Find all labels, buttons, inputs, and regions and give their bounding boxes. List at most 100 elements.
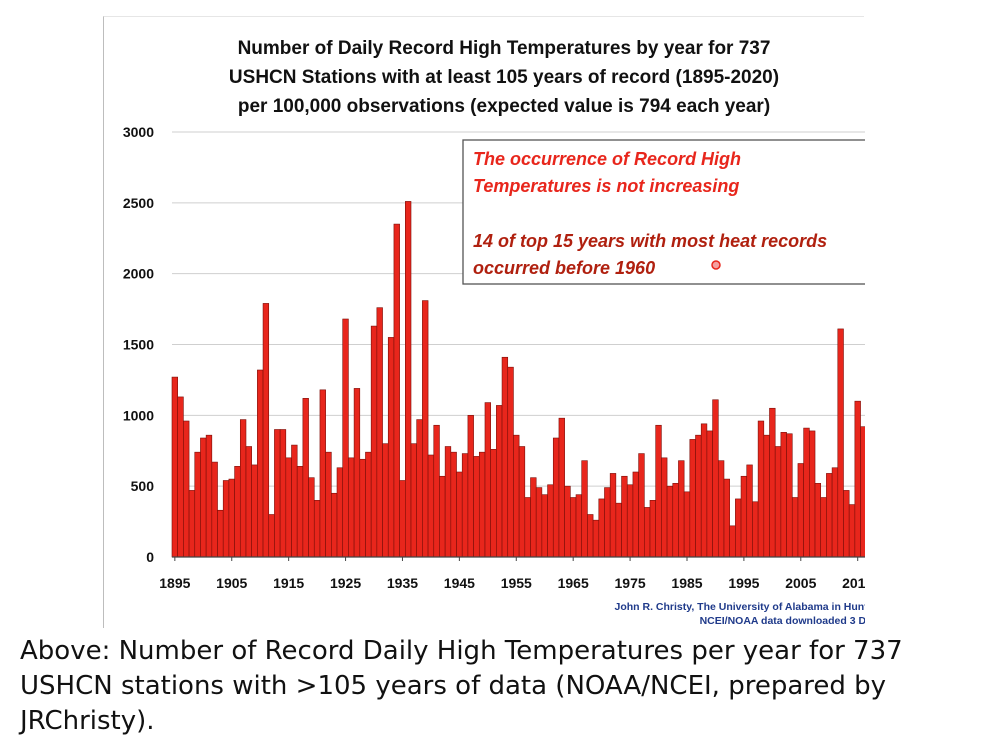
- bar: [723, 478, 730, 558]
- bar: [547, 484, 554, 558]
- bar: [740, 475, 748, 558]
- bar: [541, 494, 548, 558]
- bar: [478, 451, 486, 558]
- bar: [655, 424, 662, 558]
- bar: [268, 514, 275, 558]
- x-tick-label: 1995: [728, 575, 759, 591]
- annotation-line-2: Temperatures is not increasing: [473, 176, 739, 196]
- x-tick-label: 1945: [444, 575, 475, 591]
- bar: [638, 453, 645, 558]
- bars: [171, 201, 865, 558]
- x-tick-label: 2015: [842, 575, 865, 591]
- credit-line-1: John R. Christy, The University of Alaba…: [615, 601, 865, 613]
- bar: [575, 494, 583, 558]
- bar: [689, 439, 696, 558]
- bar: [433, 424, 440, 558]
- bar: [461, 453, 469, 558]
- bar: [615, 502, 622, 558]
- bar: [797, 463, 804, 558]
- bar: [604, 487, 611, 558]
- marker-dot: [711, 260, 721, 270]
- bar: [774, 446, 782, 558]
- x-tick-label: 1965: [558, 575, 589, 591]
- bar: [672, 483, 679, 558]
- bar: [444, 446, 452, 558]
- bar: [353, 388, 361, 558]
- bar: [780, 432, 787, 558]
- bar: [456, 471, 463, 558]
- bar: [581, 460, 588, 558]
- credit-line-2: NCEI/NOAA data downloaded 3 Dec 2020: [700, 615, 865, 627]
- bar: [313, 500, 321, 558]
- bar: [860, 426, 865, 558]
- bar: [570, 497, 577, 558]
- bar: [484, 402, 491, 558]
- y-tick-label: 0: [146, 549, 154, 565]
- bar: [564, 485, 571, 558]
- bar: [826, 473, 833, 558]
- bar: [382, 443, 389, 558]
- bar: [695, 434, 702, 558]
- bar: [217, 509, 224, 558]
- bar: [200, 437, 207, 558]
- bar: [376, 307, 383, 558]
- bar: [331, 492, 338, 558]
- bar: [803, 427, 810, 558]
- bar: [205, 434, 213, 558]
- bar: [735, 498, 742, 558]
- bar: [279, 429, 287, 558]
- bar: [370, 325, 378, 558]
- bar: [342, 318, 349, 558]
- bar: [387, 337, 395, 558]
- bar: [535, 487, 543, 558]
- bar: [319, 389, 326, 558]
- bar: [473, 456, 480, 558]
- x-tick-label: 1955: [501, 575, 532, 591]
- chart-title-line: USHCN Stations with at least 105 years o…: [229, 67, 779, 88]
- y-tick-label: 2500: [123, 195, 154, 211]
- bar: [530, 477, 537, 558]
- bar: [336, 467, 344, 558]
- bar: [678, 460, 685, 558]
- bar: [786, 433, 793, 558]
- bar: [666, 485, 674, 558]
- bar: [496, 405, 503, 558]
- bar: [814, 483, 822, 558]
- bar: [359, 458, 366, 558]
- y-tick-label: 1500: [123, 337, 154, 353]
- bar: [592, 519, 600, 558]
- bar: [296, 466, 304, 558]
- bar: [518, 446, 526, 558]
- bar: [831, 467, 839, 558]
- bar: [194, 451, 201, 558]
- bar: [251, 464, 258, 558]
- bar: [325, 451, 332, 558]
- x-tick-label: 1895: [159, 575, 190, 591]
- bar: [467, 415, 474, 558]
- bar: [393, 223, 400, 558]
- figure-caption: Above: Number of Record Daily High Tempe…: [20, 636, 903, 736]
- bar: [302, 398, 309, 558]
- bar: [405, 201, 412, 558]
- bar: [501, 356, 509, 558]
- bar: [649, 500, 656, 558]
- y-tick-label: 1000: [123, 407, 154, 423]
- bar: [706, 430, 713, 558]
- bar-chart: 0 500 1000 1500 2000 2500 3000 1895 1905 1915 1925…: [123, 38, 865, 627]
- bar: [752, 501, 759, 558]
- bar: [228, 478, 235, 558]
- x-tick-label: 1985: [671, 575, 702, 591]
- bar: [683, 491, 691, 558]
- bar: [285, 457, 292, 558]
- bar: [820, 497, 827, 558]
- bar: [837, 328, 844, 558]
- x-tick-label: 1925: [330, 575, 361, 591]
- bar: [632, 471, 639, 558]
- axes: 0 500 1000 1500 2000 2500 3000 1895 1905 1915 1925…: [123, 124, 865, 591]
- bar: [507, 366, 514, 558]
- bar: [262, 303, 270, 558]
- bar: [245, 446, 252, 558]
- x-tick-label: 1905: [216, 575, 247, 591]
- bar: [763, 434, 770, 558]
- bar: [171, 376, 178, 558]
